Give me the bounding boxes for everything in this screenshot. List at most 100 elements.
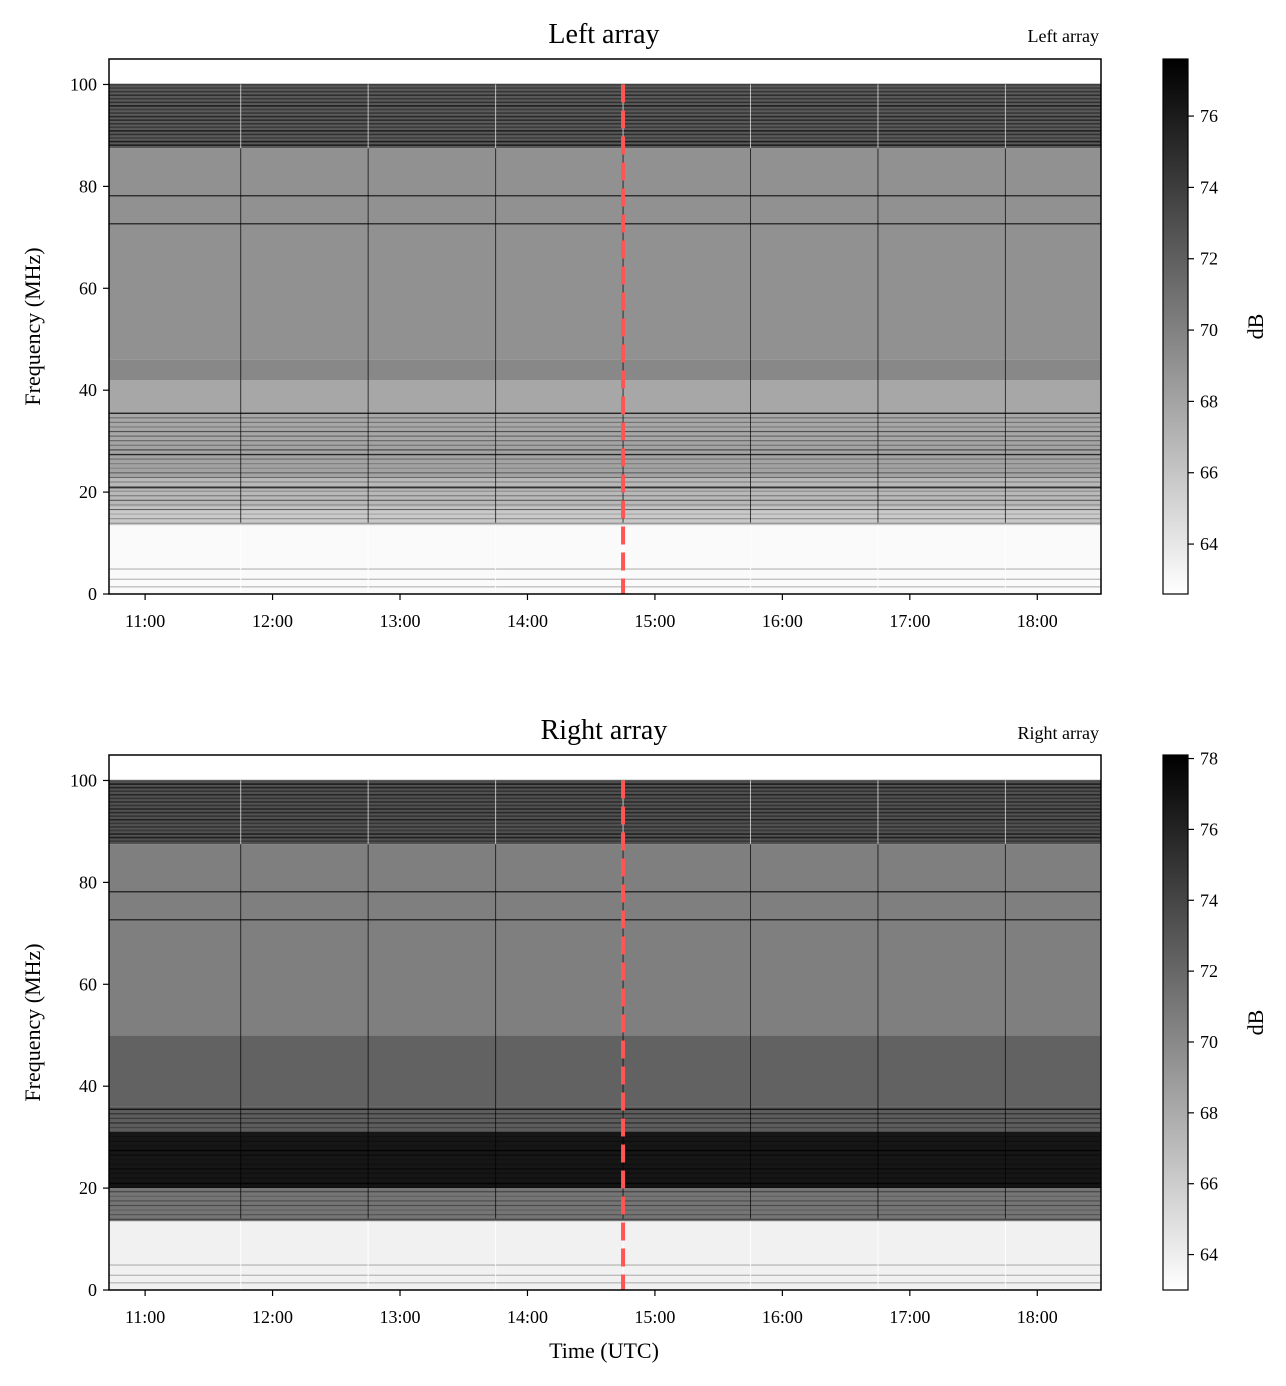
rfi-line bbox=[109, 1181, 1101, 1184]
rfi-line bbox=[109, 223, 1101, 225]
rfi-line bbox=[109, 840, 1101, 842]
x-tick-label: 18:00 bbox=[1017, 1307, 1058, 1327]
y-tick-label: 0 bbox=[88, 584, 97, 604]
rfi-line bbox=[109, 119, 1101, 121]
x-tick-label: 11:00 bbox=[125, 611, 165, 631]
rfi-line bbox=[109, 122, 1101, 125]
rfi-line bbox=[109, 919, 1101, 921]
colorbar-gradient bbox=[1162, 754, 1189, 1291]
rfi-line bbox=[109, 1264, 1101, 1266]
y-axis-label: Frequency (MHz) bbox=[20, 247, 45, 405]
rfi-line bbox=[109, 1131, 1101, 1133]
right-array-panel: Right array Right array 11:00 12:00 13:00 1… bbox=[20, 715, 1268, 1363]
colorbar: 64 66 68 70 72 74 76 78 bbox=[1162, 749, 1218, 1291]
x-tick-label: 14:00 bbox=[507, 611, 548, 631]
y-tick-label: 0 bbox=[88, 1280, 97, 1300]
rfi-line bbox=[109, 430, 1101, 433]
rfi-line bbox=[109, 1145, 1101, 1147]
x-axis: 11:00 12:00 13:00 14:00 15:00 16:00 17:00 18:00 bbox=[125, 1290, 1058, 1327]
colorbar-tick-label: 68 bbox=[1200, 391, 1218, 411]
rfi-line bbox=[109, 444, 1101, 446]
rfi-line bbox=[109, 808, 1101, 810]
rfi-line bbox=[109, 87, 1101, 89]
y-tick-label: 80 bbox=[79, 872, 97, 892]
rfi-line bbox=[109, 195, 1101, 197]
frequency-band bbox=[109, 1035, 1101, 1107]
rfi-line bbox=[109, 1214, 1101, 1216]
rfi-line bbox=[109, 485, 1101, 488]
frequency-band bbox=[109, 1188, 1101, 1222]
rfi-line bbox=[109, 522, 1101, 524]
rfi-line bbox=[109, 137, 1101, 139]
rfi-line bbox=[109, 487, 1101, 489]
y-tick-label: 20 bbox=[79, 1178, 97, 1198]
x-axis: 11:00 12:00 13:00 14:00 15:00 16:00 17:00 18:00 bbox=[125, 594, 1058, 631]
rfi-line bbox=[109, 1204, 1101, 1207]
rfi-line bbox=[109, 1282, 1101, 1284]
rfi-line bbox=[109, 499, 1101, 501]
rfi-line bbox=[109, 90, 1101, 93]
x-tick-label: 17:00 bbox=[889, 1307, 930, 1327]
rfi-line bbox=[109, 1209, 1101, 1211]
x-tick-label: 16:00 bbox=[762, 1307, 803, 1327]
x-tick-label: 14:00 bbox=[507, 1307, 548, 1327]
rfi-line bbox=[109, 1200, 1101, 1202]
y-tick-label: 60 bbox=[79, 974, 97, 994]
rfi-line bbox=[109, 518, 1101, 520]
frequency-band bbox=[109, 476, 1101, 508]
rfi-line bbox=[109, 815, 1101, 817]
y-tick-label: 40 bbox=[79, 1076, 97, 1096]
rfi-line bbox=[109, 1274, 1101, 1276]
rfi-line bbox=[109, 144, 1101, 146]
frequency-band bbox=[109, 507, 1101, 526]
frequency-band bbox=[109, 844, 1101, 1036]
left-array-panel: Left array Left array 11:00 12:00 13:00 14:… bbox=[20, 19, 1268, 631]
x-axis-label: Time (UTC) bbox=[549, 1338, 659, 1363]
colorbar-tick-label: 74 bbox=[1200, 177, 1218, 197]
rfi-line bbox=[109, 1113, 1101, 1115]
colorbar-tick-label: 64 bbox=[1200, 1245, 1218, 1265]
y-tick-label: 40 bbox=[79, 380, 97, 400]
rfi-line bbox=[109, 108, 1101, 111]
spectrogram-body bbox=[109, 59, 1101, 594]
colorbar-tick-label: 66 bbox=[1200, 463, 1218, 483]
rfi-line bbox=[109, 818, 1101, 821]
rfi-line bbox=[109, 458, 1101, 460]
rfi-line bbox=[109, 126, 1101, 129]
x-tick-label: 15:00 bbox=[634, 611, 675, 631]
rfi-line bbox=[109, 779, 1101, 782]
rfi-line bbox=[109, 472, 1101, 474]
rfi-line bbox=[109, 1136, 1101, 1138]
y-tick-label: 20 bbox=[79, 482, 97, 502]
colorbar-tick-label: 66 bbox=[1200, 1174, 1218, 1194]
corner-label: Left array bbox=[1028, 26, 1099, 46]
y-tick-label: 100 bbox=[70, 770, 97, 790]
rfi-line bbox=[109, 801, 1101, 803]
y-axis-label: Frequency (MHz) bbox=[20, 943, 45, 1101]
rfi-line bbox=[109, 1117, 1101, 1119]
rfi-line bbox=[109, 568, 1101, 570]
rfi-line bbox=[109, 101, 1101, 104]
rfi-line bbox=[109, 513, 1101, 515]
x-tick-label: 15:00 bbox=[634, 1307, 675, 1327]
rfi-line bbox=[109, 790, 1101, 793]
rfi-line bbox=[109, 804, 1101, 807]
spectrogram bbox=[108, 58, 1102, 595]
rfi-line bbox=[109, 1183, 1101, 1185]
colorbar-tick-label: 76 bbox=[1200, 106, 1218, 126]
rfi-line bbox=[109, 891, 1101, 893]
rfi-line bbox=[109, 1172, 1101, 1175]
colorbar-tick-label: 72 bbox=[1200, 249, 1218, 269]
colorbar-tick-label: 70 bbox=[1200, 1032, 1218, 1052]
rfi-line bbox=[109, 586, 1101, 588]
plot-frame bbox=[108, 754, 1102, 1291]
rfi-line bbox=[109, 1195, 1101, 1197]
colorbar-label: dB bbox=[1243, 314, 1268, 340]
chart-title: Left array bbox=[548, 19, 659, 50]
rfi-line bbox=[109, 1149, 1101, 1152]
x-tick-label: 13:00 bbox=[380, 1307, 421, 1327]
rfi-line bbox=[109, 467, 1101, 469]
rfi-line bbox=[109, 140, 1101, 143]
colorbar-gradient bbox=[1162, 58, 1189, 595]
rfi-line bbox=[109, 463, 1101, 465]
